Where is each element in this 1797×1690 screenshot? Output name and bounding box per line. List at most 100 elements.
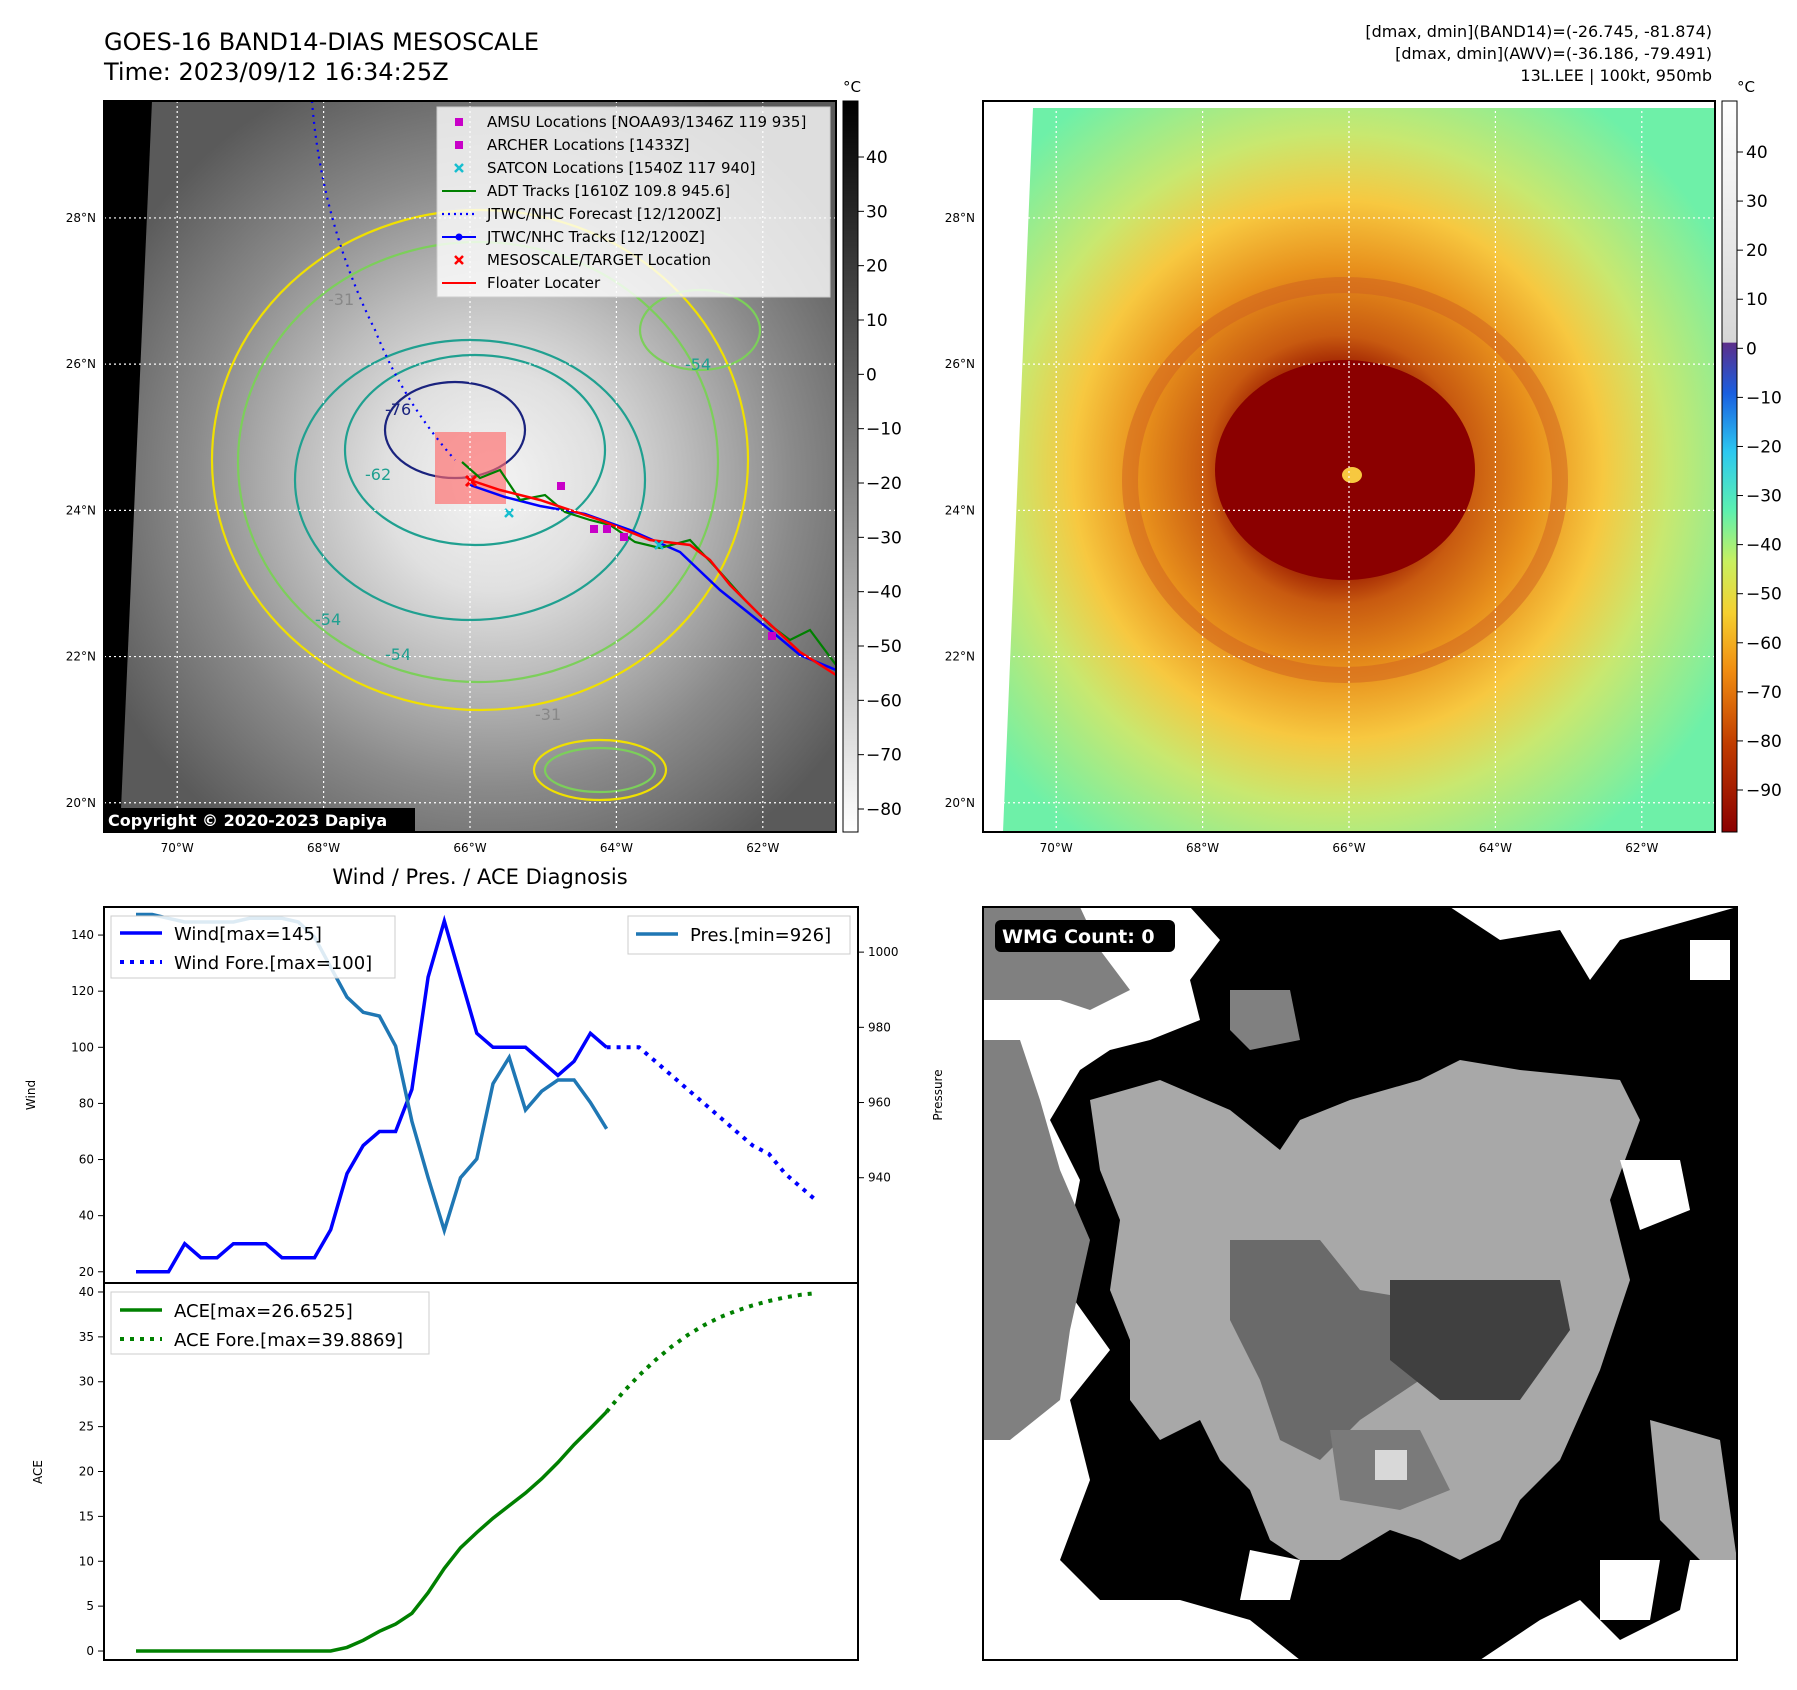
legend-label: JTWC/NHC Forecast [12/1200Z] [486,205,721,223]
ir-lon-labels: 70°W 68°W 66°W 64°W 62°W [161,841,780,855]
pressure-tick-label: 980 [868,1020,891,1034]
contour-label: -54 [385,645,411,664]
dvorak-lat-label: 28°N [945,211,975,225]
ace-line [136,1410,608,1653]
legend-label: Floater Locater [487,274,601,292]
ir-colorbar: °C 40 30 20 10 0 −10 −20 −30 −40 −50 −60 −70 −80 [842,78,902,833]
info-storm: 13L.LEE | 100kt, 950mb [1520,66,1712,85]
pressure-tick-label: 1000 [868,945,899,959]
legend-label: SATCON Locations [1540Z 117 940] [487,159,755,177]
dvorak-lat-label: 20°N [945,796,975,810]
wind-axis-label: Wind [24,1080,38,1110]
ir-lon-label: 64°W [600,841,633,855]
wind-line [136,914,608,1274]
dvorak-lon-label: 68°W [1186,841,1219,855]
legend-label: AMSU Locations [NOAA93/1346Z 119 935] [487,113,806,131]
legend-label: MESOSCALE/TARGET Location [487,251,711,269]
ir-lon-label: 66°W [453,841,486,855]
legend-ace: ACE[max=26.6525] [174,1301,353,1322]
colorbar2-tick: 20 [1746,241,1768,261]
dvorak-lat-label: 26°N [945,357,975,371]
colorbar2-tick: 30 [1746,192,1768,212]
outer-band [1122,277,1568,683]
colorbar2-tick: 0 [1746,339,1757,359]
archer-location-marker [603,525,611,533]
wind-legend-box [110,915,396,979]
ir-lat-label: 20°N [66,796,96,810]
info-band14: [dmax, dmin](BAND14)=(-26.745, -81.874) [1365,22,1712,41]
archer-location-marker [590,525,598,533]
archer-location-marker [768,632,776,640]
dvorak-colorbar: °C 40 30 20 10 0 −10 −20 −30 −40 −50 −60 −70 −80 −90 [1721,78,1782,833]
contour-green-south [543,746,657,794]
figure-time: Time: 2023/09/12 16:34:25Z [103,58,449,86]
ace-tick-label: 10 [79,1554,94,1568]
colorbar-tick: 0 [866,365,877,385]
colorbar2-unit: °C [1737,78,1755,96]
dvorak-lat-label: 24°N [945,503,975,517]
contour-label: -31 [535,705,561,724]
ace-tick-label: 25 [79,1420,94,1434]
wind-forecast-line [606,1045,819,1204]
copyright-text: Copyright © 2020-2023 Dapiya [108,811,387,830]
eye-center [1342,467,1362,483]
legend-marker [454,163,464,173]
contour-yellow-south [532,738,668,802]
legend-label: JTWC/NHC Tracks [12/1200Z] [486,228,705,246]
wind-tick-label: 60 [79,1153,94,1167]
wind-tick-label: 80 [79,1096,94,1110]
colorbar2-tick: −20 [1746,437,1782,457]
legend-box [436,106,831,298]
figure-title: GOES-16 BAND14-DIAS MESOSCALE [104,28,539,56]
colorbar-tick: −10 [866,420,902,440]
ace-tick-label: 35 [79,1330,94,1344]
contour-label: -54 [315,610,341,629]
dvorak-lon-labels: 70°W 68°W 66°W 64°W 62°W [1040,841,1659,855]
colorbar-tick: −30 [866,528,902,548]
pressure-axis-label: Pressure [931,1069,945,1120]
copyright-box [104,808,415,832]
contour-label: -31 [328,290,354,309]
ir-lon-label: 62°W [746,841,779,855]
legend-ace-forecast: ACE Fore.[max=39.8869] [174,1330,403,1351]
wmg-cloud-mask [983,907,1737,1660]
colorbar-tick: −50 [866,637,902,657]
wind-pressure-chart: Wind Pressure 20 40 60 80 100 120 140 940 960 98… [24,906,945,1284]
colorbar-tick: 30 [866,202,888,222]
colorbar2-tick: −10 [1746,388,1782,408]
pressure-tick-label: 960 [868,1096,891,1110]
dvorak-lat-labels: 28°N 26°N 24°N 22°N 20°N [945,211,975,810]
dvorak-lon-label: 66°W [1332,841,1365,855]
legend-wind: Wind[max=145] [174,924,322,945]
wmg-label-box [995,920,1175,952]
ir-lat-labels: 28°N 26°N 24°N 22°N 20°N [66,211,96,810]
ace-tick-label: 20 [79,1465,94,1479]
legend-pres: Pres.[min=926] [690,925,831,946]
colorbar2-tick: −50 [1746,585,1782,605]
wind-tick-label: 40 [79,1209,94,1223]
legend-marker [455,141,463,149]
ace-tick-label: 15 [79,1509,94,1523]
amsu-location-marker [557,482,565,490]
colorbar2-tick: 40 [1746,143,1768,163]
colorbar-tick: 20 [866,257,888,277]
legend-wind-forecast: Wind Fore.[max=100] [174,953,372,974]
ace-tick-label: 5 [86,1599,94,1613]
colorbar2-tick: −60 [1746,634,1782,654]
satcon-location-marker [504,508,514,518]
map-legend: AMSU Locations [NOAA93/1346Z 119 935] ARC… [442,113,806,292]
contour-label: -62 [365,465,391,484]
legend-marker [454,255,464,265]
colorbar-tick: −80 [866,800,902,820]
wmg-panel: WMG Count: 0 [982,906,1738,1661]
ace-chart: ACE 0 5 10 15 20 25 30 35 40 ACE[max=26.6525] AC… [31,1282,859,1661]
dvorak-lat-label: 22°N [945,650,975,664]
wmg-count-label: WMG Count: 0 [1002,926,1155,948]
floater-locater-track [469,478,836,677]
contour-label: -54 [685,355,711,374]
ace-tick-label: 30 [79,1375,94,1389]
archer-location-marker [620,533,628,541]
colorbar2-tick: −30 [1746,487,1782,507]
ir-lon-label: 68°W [307,841,340,855]
